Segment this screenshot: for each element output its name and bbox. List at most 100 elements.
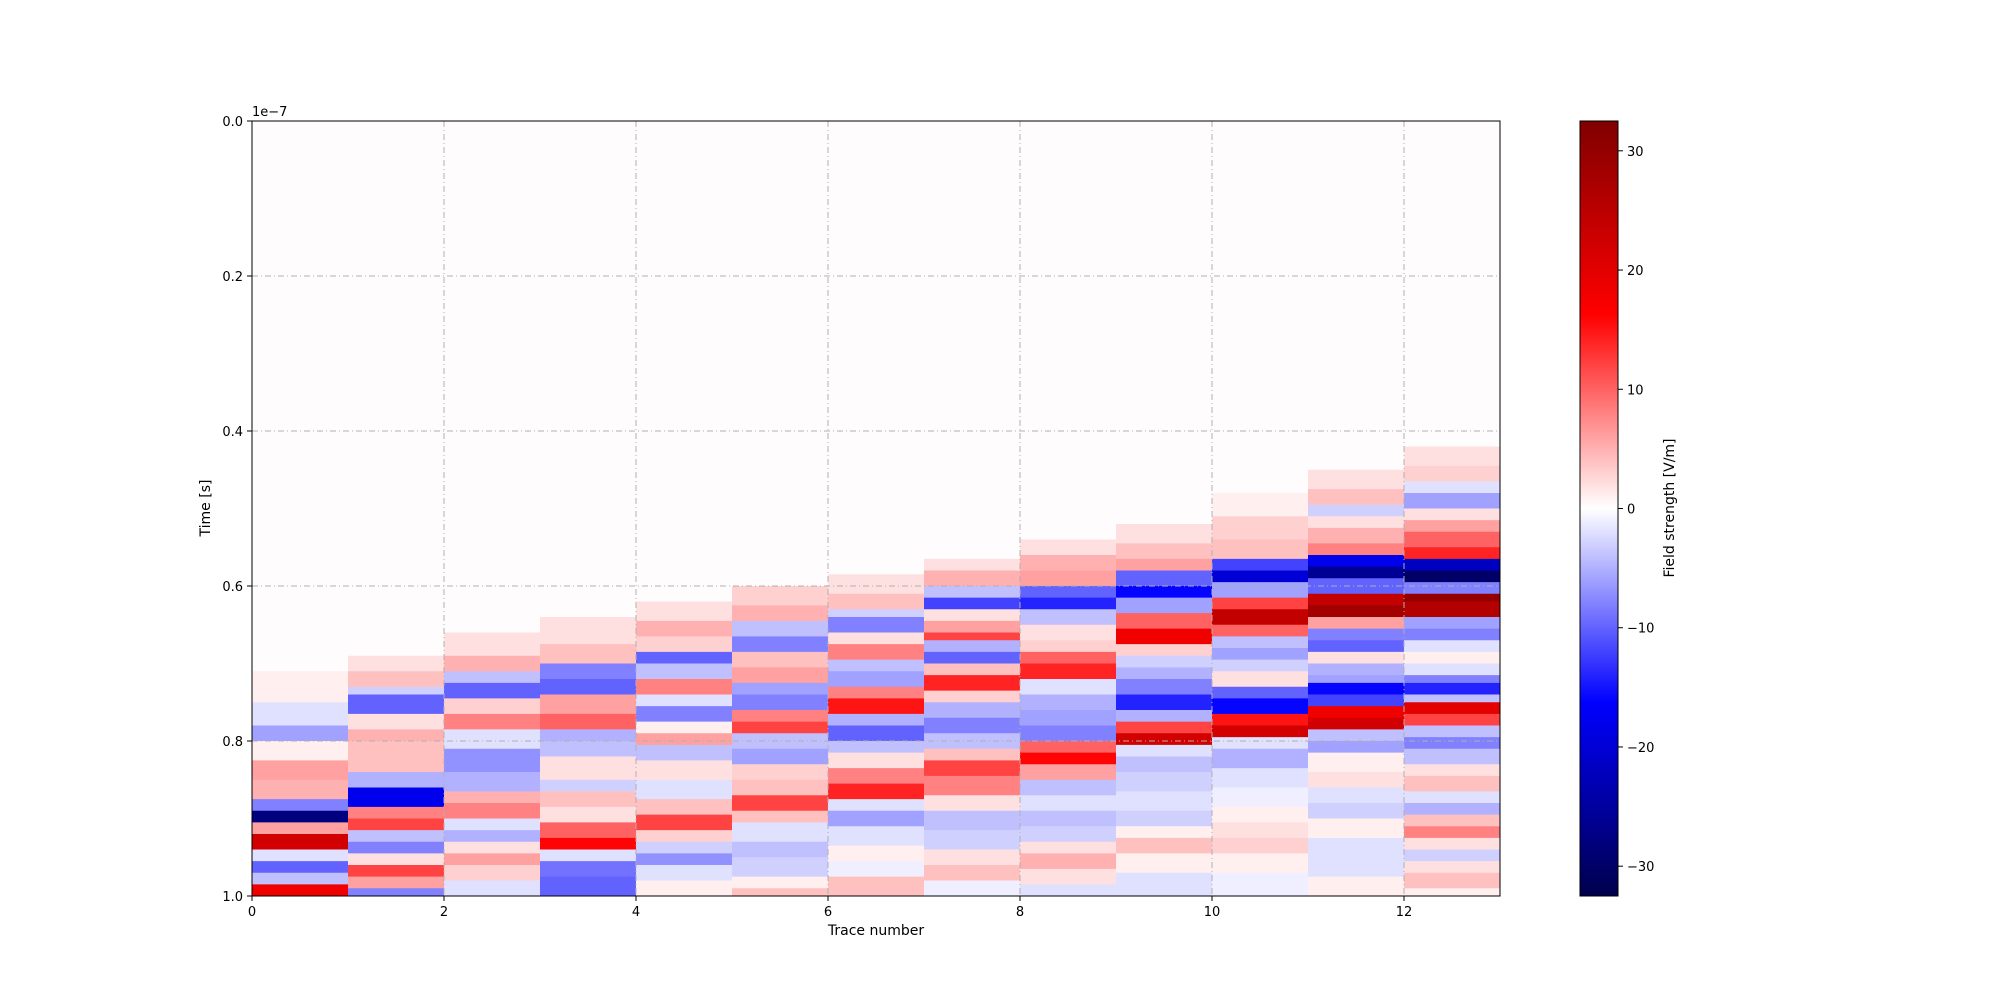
- heatmap-cell: [1404, 558, 1500, 572]
- colorbar-tick-label: −30: [1627, 860, 1654, 875]
- heatmap-cell: [1308, 605, 1405, 618]
- heatmap-cell: [1212, 768, 1309, 789]
- heatmap-cell: [348, 888, 445, 896]
- heatmap-cell: [1212, 659, 1309, 672]
- colorbar-gradient: [1579, 120, 1619, 897]
- heatmap-cell: [636, 679, 733, 696]
- heatmap-cell: [924, 586, 1021, 599]
- heatmap-cell: [1404, 826, 1500, 839]
- heatmap-cell: [1020, 597, 1117, 610]
- heatmap-cell: [636, 744, 733, 761]
- heatmap-cell: [540, 791, 637, 808]
- heatmap-cell: [1212, 493, 1309, 517]
- heatmap-cell: [1212, 671, 1309, 688]
- heatmap-cell: [1020, 779, 1117, 796]
- heatmap-cell: [444, 748, 541, 773]
- heatmap-cell: [252, 725, 349, 742]
- x-tick-label: 2: [440, 905, 448, 920]
- heatmap-cell: [1020, 741, 1117, 754]
- heatmap-cell: [1116, 756, 1213, 773]
- heatmap-cell: [1212, 725, 1309, 738]
- heatmap-cell: [1020, 555, 1117, 572]
- heatmap-cell: [1308, 617, 1405, 630]
- heatmap-cell: [924, 795, 1021, 812]
- heatmap-cell: [828, 713, 925, 727]
- heatmap-cell: [1116, 655, 1213, 668]
- heatmap-cell: [1020, 884, 1117, 896]
- heatmap-cell: [252, 861, 349, 874]
- heatmap-cell: [1404, 888, 1500, 896]
- heatmap-cell: [828, 752, 925, 769]
- heatmap-cell: [636, 799, 733, 816]
- heatmap-cell: [348, 853, 445, 866]
- heatmap-cell: [444, 791, 541, 804]
- heatmap-cell: [348, 865, 445, 878]
- heatmap-cell: [540, 617, 637, 645]
- heatmap-cell: [540, 849, 637, 862]
- heatmap-cell: [348, 806, 445, 820]
- heatmap-cell: [924, 663, 1021, 676]
- heatmap-cell: [348, 694, 445, 715]
- heatmap-cell: [1404, 748, 1500, 765]
- heatmap-cell: [636, 779, 733, 800]
- heatmap-cell: [924, 632, 1021, 641]
- heatmap-cell: [1212, 582, 1309, 599]
- heatmap-cell: [828, 861, 925, 878]
- heatmap-cell: [1404, 547, 1500, 560]
- heatmap-cell: [1116, 570, 1213, 587]
- heatmap-cell: [1020, 570, 1117, 587]
- heatmap-cell: [1116, 721, 1213, 734]
- heatmap-cell: [636, 694, 733, 707]
- heatmap-cell: [1212, 872, 1309, 896]
- heatmap-cell: [732, 733, 829, 750]
- heatmap-cell: [444, 830, 541, 843]
- colorbar-tick-label: 20: [1627, 264, 1644, 279]
- colorbar-tick-label: 30: [1627, 145, 1644, 160]
- heatmap-cell: [636, 663, 733, 680]
- colorbar-tick-label: 10: [1627, 383, 1644, 398]
- x-tick-label: 8: [1016, 905, 1024, 920]
- heatmap-cell: [732, 810, 829, 823]
- heatmap-cell: [924, 675, 1021, 692]
- heatmap-cell: [252, 822, 349, 835]
- heatmap-cell: [732, 710, 829, 723]
- heatmap-cell: [540, 713, 637, 730]
- heatmap-cell: [1212, 516, 1309, 541]
- heatmap-cell: [1020, 651, 1117, 665]
- heatmap-cell: [1116, 694, 1213, 711]
- x-tick-label: 12: [1396, 905, 1413, 920]
- x-tick-label: 4: [632, 905, 640, 920]
- heatmap-cell: [1020, 853, 1117, 870]
- heatmap-cell: [1404, 493, 1500, 510]
- heatmap-cell: [732, 620, 829, 637]
- plot-frame: [251, 120, 1501, 897]
- heatmap-cell: [1212, 570, 1309, 583]
- heatmap-cell: [636, 814, 733, 831]
- heatmap-cell: [1212, 837, 1309, 854]
- heatmap-cell: [1020, 725, 1117, 742]
- colorbar-label: Field strength [V/m]: [1662, 438, 1678, 577]
- heatmap-cell: [828, 845, 925, 862]
- heatmap-cell: [1404, 713, 1500, 727]
- colorbar-tick-label: −20: [1627, 741, 1654, 756]
- heatmap-cell: [924, 620, 1021, 634]
- heatmap-cell: [1404, 849, 1500, 862]
- heatmap-cell: [348, 787, 445, 808]
- heatmap-cell: [924, 690, 1021, 703]
- heatmap-cell: [540, 806, 637, 823]
- heatmap-cell: [1404, 531, 1500, 548]
- heatmap-cell: [444, 803, 541, 820]
- heatmap-cell: [540, 679, 637, 696]
- heatmap-cell: [924, 748, 1021, 761]
- heatmap-cell: [1020, 841, 1117, 854]
- heatmap-cell: [540, 876, 637, 896]
- heatmap-cell: [636, 880, 733, 896]
- heatmap-cell: [1308, 555, 1405, 568]
- x-tick-label: 6: [824, 905, 832, 920]
- heatmap-cell: [1116, 710, 1213, 723]
- heatmap-cell: [1116, 628, 1213, 645]
- heatmap-cell: [1308, 504, 1405, 517]
- heatmap-cell: [1308, 741, 1405, 754]
- heatmap-cell: [636, 620, 733, 637]
- heatmap-cell: [444, 713, 541, 730]
